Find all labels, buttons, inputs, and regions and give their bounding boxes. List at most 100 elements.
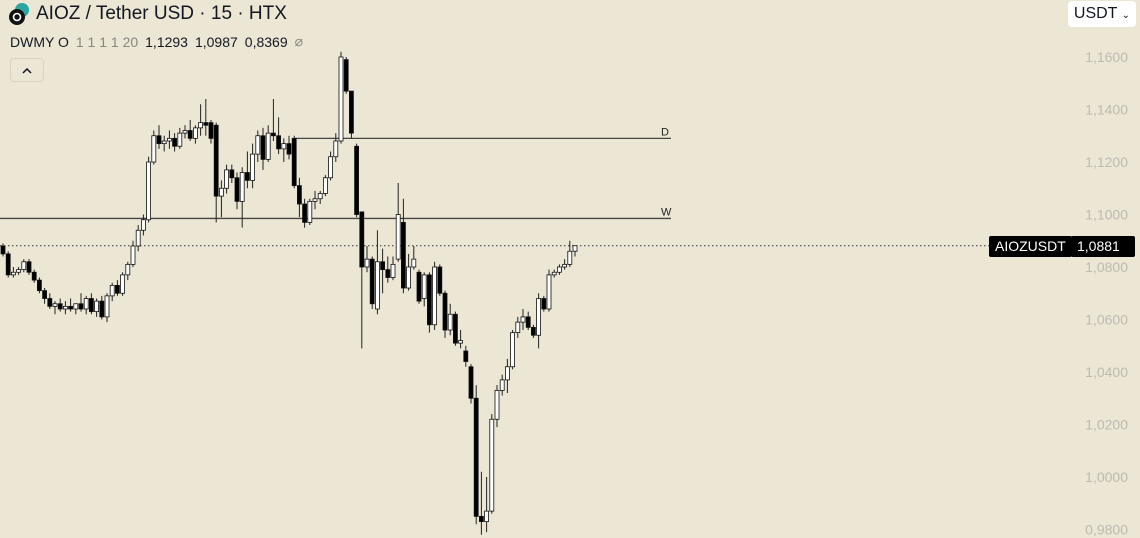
candle-body [541,298,547,310]
indicator-params: 1 1 1 1 20 [75,33,139,50]
candle-body [296,185,302,205]
candle-body [458,340,464,344]
candle-body [380,261,386,271]
candle-body [317,193,323,200]
candle-body [354,145,360,215]
y-tick-label: 1,0000 [1085,469,1128,485]
candle-body [42,290,47,299]
candle-body [78,303,84,310]
candle-body [115,284,120,294]
currency-label: USDT [1073,5,1118,22]
chevron-down-icon: ⌄ [1121,10,1130,21]
eye-off-icon[interactable]: ⌀ [294,33,304,49]
y-tick-label: 1,0600 [1085,312,1128,328]
y-tick-label: 1,0200 [1085,417,1128,433]
candle-body [411,258,417,268]
candle-body [224,169,230,189]
candle-body [426,274,432,326]
candle-body [120,274,125,294]
candle-body [213,124,219,197]
candle-body [182,130,188,134]
candle-body [156,135,162,145]
candle-body [244,172,250,181]
candle-body [83,298,89,310]
candle-body [374,261,380,310]
candle-body [89,298,94,313]
candle-body [515,321,521,334]
indicator-name: DWMY O [10,33,69,50]
candle-body [468,366,474,399]
candle-body [286,143,292,155]
candle-body [276,135,282,150]
currency-selector[interactable]: USDT ⌄ [1067,1,1136,27]
candle-body [416,271,422,302]
candle-body [557,266,562,273]
candle-body [260,135,266,160]
candle-body [338,56,344,142]
candle-body [499,379,505,391]
candle-body [400,221,406,289]
candle-body [68,305,73,310]
candle-body [104,295,110,318]
candle-body [437,266,443,294]
last-price-tag: 1,0881 [1071,236,1135,257]
candle-body [333,140,339,158]
candle-body [265,132,271,160]
candle-body [198,122,204,129]
candle-body [302,203,308,223]
candle-body [322,177,328,194]
candle-body [364,258,370,268]
candle-body [504,366,510,381]
candle-body [572,245,578,252]
candle-body [307,200,313,223]
candle-body [229,169,235,179]
candle-body [151,135,157,163]
candle-body [109,284,115,297]
candle-body [239,172,245,202]
candle-body [140,219,146,231]
candle-body [369,258,375,305]
candle-body [536,298,541,336]
candle-body [26,261,32,273]
candle-body [94,300,99,313]
candle-body [494,389,500,420]
candle-body [452,313,458,344]
candle-body [99,300,105,318]
candle-body [546,274,552,310]
level-label-w: W [661,206,672,218]
candle-body [10,271,16,276]
candle-body [525,316,531,328]
candle-body [312,198,318,202]
y-tick-label: 1,1200 [1085,154,1128,170]
candle-body [234,177,240,202]
candle-body [447,313,453,331]
candle-body [135,229,141,247]
candle-body [47,298,53,307]
candle-body [187,130,193,139]
candle-body [172,137,178,147]
y-tick-label: 0,9800 [1085,522,1128,538]
symbol-price-tag: AIOZUSDT [989,236,1072,257]
y-tick-label: 1,1000 [1085,207,1128,223]
candle-body [473,397,479,517]
y-tick-label: 1,0800 [1085,259,1128,275]
indicator-legend[interactable]: DWMY O 1 1 1 1 20 1,1293 1,0987 0,8369 ⌀ [10,33,303,50]
candle-body [520,316,526,323]
indicator-value-3: 0,8369 [244,33,288,50]
symbol-title: AIOZ / Tether USD · 15 · HTX [36,3,287,24]
candle-body [390,263,396,278]
candle-body [208,122,214,139]
y-tick-label: 1,0400 [1085,364,1128,380]
candle-body [484,510,490,523]
candle-body [16,269,22,273]
indicator-value-1: 1,1293 [145,33,188,50]
candle-body [328,156,334,179]
candle-body [359,211,365,268]
symbol-header[interactable]: AIOZ / Tether USD · 15 · HTX [8,3,287,25]
candle-body [52,303,58,307]
candle-body [161,140,167,145]
collapse-legend-button[interactable] [10,58,44,82]
candle-body [31,271,37,281]
candle-body [21,261,27,271]
